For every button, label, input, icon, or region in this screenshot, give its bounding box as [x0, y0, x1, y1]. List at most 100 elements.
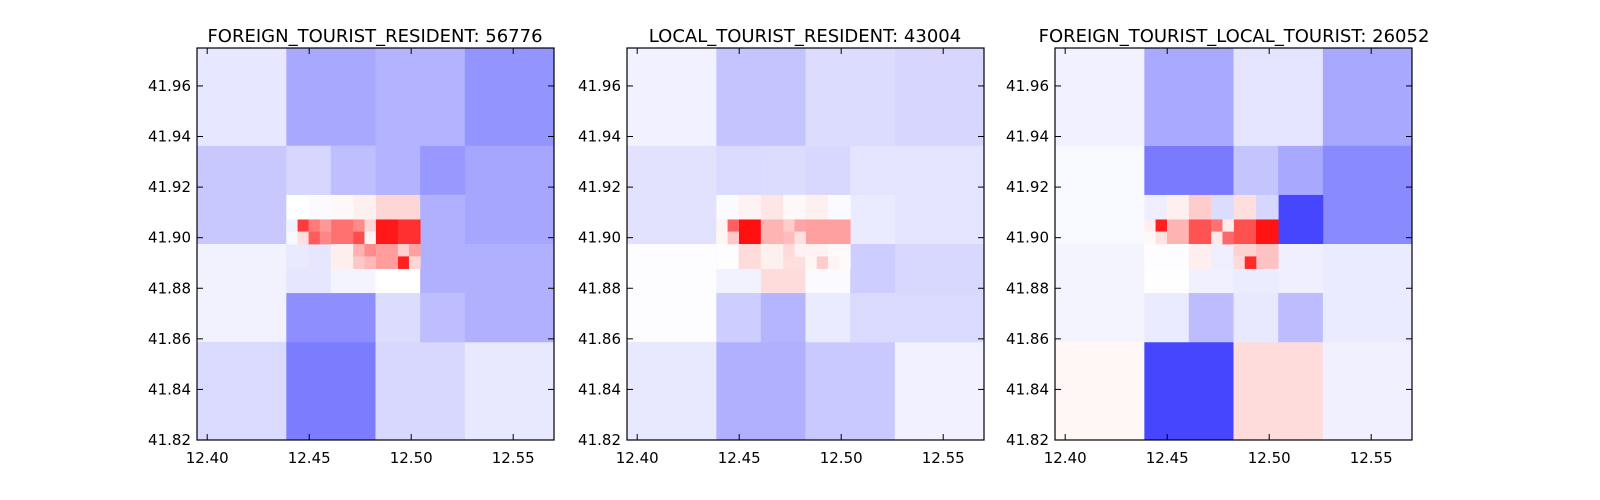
heatmap-cell [197, 244, 287, 343]
heatmap-cell [727, 219, 739, 233]
heatmap-cell [1188, 219, 1212, 245]
heatmap-cell [1166, 244, 1190, 269]
y-tick-label: 41.92 [1006, 178, 1049, 196]
heatmap-cell [464, 48, 555, 147]
y-tick-label: 41.96 [578, 77, 621, 95]
heatmap-cell [1144, 341, 1234, 441]
heatmap-cell [420, 194, 466, 245]
heatmap-cell [850, 293, 896, 343]
y-tick-label: 41.96 [148, 77, 191, 95]
heatmap-cell [1233, 256, 1246, 269]
panel-title: FOREIGN_TOURIST_RESIDENT: 56776 [207, 26, 542, 47]
y-tick-label: 41.90 [148, 229, 191, 247]
x-tick-label: 12.55 [922, 449, 965, 467]
x-tick-label: 12.50 [1248, 449, 1291, 467]
heatmap-cell [716, 48, 806, 147]
heatmap-cell [850, 145, 896, 196]
y-tick-label: 41.92 [578, 178, 621, 196]
heatmap-cell [286, 48, 376, 147]
heatmap-cell [464, 145, 555, 245]
heatmap-cell [286, 231, 298, 245]
heatmap-cell [716, 341, 806, 441]
heatmap-cell [353, 219, 365, 233]
y-tick-label: 41.82 [1006, 431, 1049, 449]
y-tick-label: 41.94 [1006, 128, 1049, 146]
heatmap-cell [353, 244, 365, 257]
y-tick-label: 41.94 [578, 128, 621, 146]
y-tick-label: 41.90 [1006, 229, 1049, 247]
heatmap-cell [760, 145, 806, 196]
heatmap-cell [1055, 145, 1145, 245]
heatmap-cell [1211, 194, 1234, 220]
heatmap-cell [286, 341, 376, 441]
x-tick-label: 12.50 [820, 449, 863, 467]
x-tick-label: 12.45 [1146, 449, 1189, 467]
heatmap-cell [197, 341, 287, 441]
heatmap-cell [364, 244, 376, 257]
heatmap-cell [1278, 145, 1324, 196]
y-tick-label: 41.84 [148, 380, 191, 398]
heatmap-cell [805, 256, 818, 269]
heatmap-cell [760, 219, 784, 245]
heatmap-cell [850, 194, 896, 245]
heatmap-cell [1244, 256, 1257, 269]
x-tick-label: 12.40 [186, 449, 229, 467]
heatmap-cell [716, 219, 728, 233]
heatmap-cell [1144, 48, 1234, 147]
heatmap-cell [1233, 219, 1257, 245]
heatmap-cell [330, 244, 354, 269]
x-tick-label: 12.45 [288, 449, 331, 467]
heatmap-cell [308, 194, 332, 220]
heatmap-cell [353, 231, 365, 245]
heatmap-cell [464, 341, 555, 441]
heatmap-cell [330, 293, 376, 343]
heatmap-cell [838, 256, 851, 269]
heatmap-cells [627, 48, 985, 441]
heatmap-cell [308, 219, 321, 233]
heatmap-cell [420, 244, 466, 294]
heatmap-cell [397, 244, 410, 257]
y-tick-label: 41.86 [1006, 330, 1049, 348]
heatmap-cell [330, 145, 376, 196]
heatmap-cell [420, 145, 466, 196]
heatmap-cell [794, 244, 806, 257]
heatmap-cell [805, 48, 896, 147]
heatmap-cell [816, 256, 829, 269]
heatmap-cell [716, 194, 739, 220]
heatmap-cell [375, 48, 466, 147]
plot-frame [626, 47, 985, 441]
heatmap-cell [627, 48, 717, 147]
heatmap-cell [297, 219, 309, 233]
heatmap-cell [1188, 244, 1212, 269]
heatmap-cell [827, 219, 851, 245]
y-tick-label: 41.88 [148, 279, 191, 297]
heatmap-cell [627, 341, 717, 441]
heatmap-cell [464, 293, 555, 343]
y-tick-label: 41.84 [1006, 380, 1049, 398]
heatmap-cell [397, 219, 421, 245]
heatmap-cell [1055, 341, 1145, 441]
heatmap-cell [1278, 194, 1324, 245]
heatmap-cell [1233, 145, 1279, 196]
heatmap-cell [827, 194, 851, 220]
y-tick-label: 41.86 [578, 330, 621, 348]
heatmap-cell [783, 219, 795, 233]
heatmap-cell [1188, 145, 1234, 196]
heatmap-cell [1144, 244, 1167, 269]
heatmap-cell [375, 244, 399, 269]
heatmap-cell [1233, 194, 1257, 220]
heatmap-cell [1233, 341, 1324, 441]
y-tick-label: 41.88 [578, 279, 621, 297]
y-tick-label: 41.94 [148, 128, 191, 146]
x-tick-label: 12.50 [390, 449, 433, 467]
heatmap-cell [297, 231, 309, 245]
heatmap-cell [783, 231, 795, 245]
heatmap-cell [197, 48, 287, 147]
heatmap-cell [1155, 231, 1167, 245]
y-tick-label: 41.82 [578, 431, 621, 449]
heatmap-cell [353, 256, 365, 269]
heatmap-cell [716, 145, 762, 196]
panel-local-tourist-resident: LOCAL_TOURIST_RESIDENT: 43004 12.40 12.45… [578, 26, 985, 467]
y-tick-label: 41.88 [1006, 279, 1049, 297]
